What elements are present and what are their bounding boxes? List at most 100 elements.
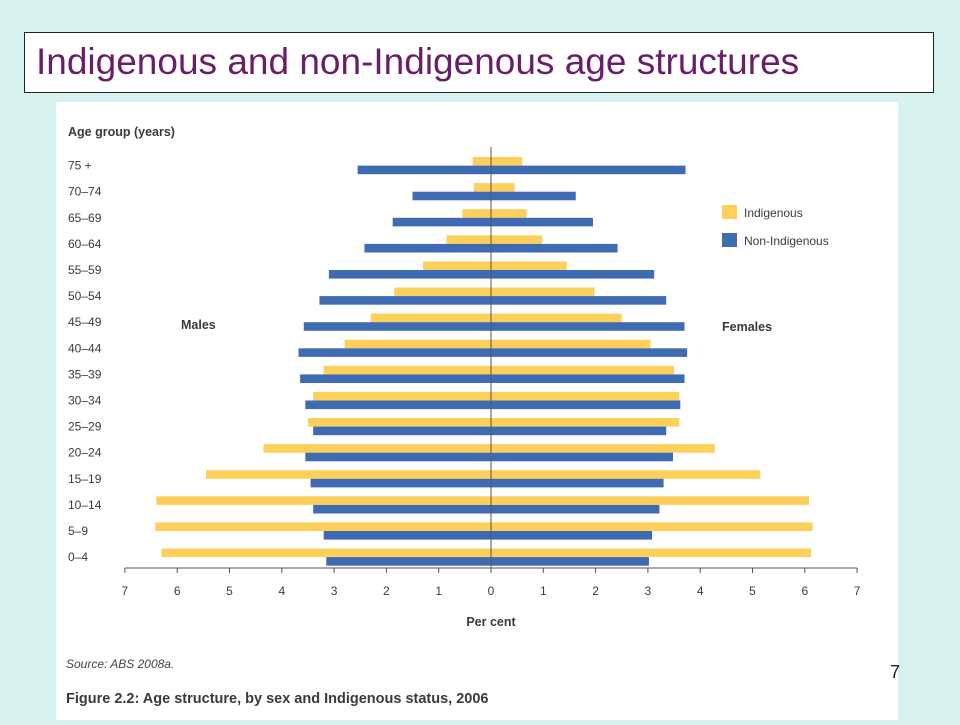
x-tick-label: 7 bbox=[854, 584, 861, 598]
bar-non-indigenous-female-2 bbox=[491, 217, 593, 227]
bar-non-indigenous-female-12 bbox=[491, 478, 664, 488]
bar-indigenous-female-13 bbox=[491, 496, 809, 505]
population-pyramid-chart: 7 6 5 4 3 2 1 0 1 2 3 4 5 6 7 75 + 70–74 65–69 60–64 55–59… bbox=[66, 125, 861, 707]
bar-indigenous-male-13 bbox=[156, 496, 491, 505]
age-group-label: 0–4 bbox=[68, 550, 88, 564]
bar-non-indigenous-female-5 bbox=[491, 296, 667, 305]
bar-indigenous-female-9 bbox=[491, 391, 680, 401]
bar-indigenous-female-14 bbox=[491, 522, 813, 531]
bar-non-indigenous-male-1 bbox=[412, 191, 491, 201]
age-group-label: 70–74 bbox=[68, 185, 102, 199]
bar-non-indigenous-male-12 bbox=[310, 478, 491, 488]
bar-non-indigenous-male-6 bbox=[303, 322, 491, 331]
bar-indigenous-female-10 bbox=[491, 418, 680, 427]
bar-non-indigenous-male-15 bbox=[326, 557, 491, 566]
bar-non-indigenous-male-11 bbox=[305, 452, 491, 462]
bar-non-indigenous-female-10 bbox=[491, 426, 667, 436]
bar-indigenous-male-12 bbox=[205, 470, 491, 479]
x-tick-label: 3 bbox=[645, 584, 652, 598]
bar-non-indigenous-female-3 bbox=[491, 243, 618, 253]
x-tick-label: 2 bbox=[592, 584, 599, 598]
age-group-label: 30–34 bbox=[68, 394, 102, 408]
bar-non-indigenous-female-14 bbox=[491, 531, 653, 540]
bar-indigenous-male-0 bbox=[472, 157, 491, 166]
x-tick-label: 1 bbox=[435, 584, 442, 598]
x-axis-title: Per cent bbox=[466, 615, 516, 629]
age-group-label: 35–39 bbox=[68, 367, 102, 381]
bar-indigenous-female-11 bbox=[491, 444, 715, 453]
bar-indigenous-male-2 bbox=[462, 209, 491, 218]
age-group-label: 25–29 bbox=[68, 420, 102, 434]
figure-caption: Figure 2.2: Age structure, by sex and In… bbox=[66, 691, 489, 707]
legend: Indigenous Non-Indigenous bbox=[722, 205, 829, 248]
bar-indigenous-female-15 bbox=[491, 548, 812, 558]
bar-non-indigenous-male-10 bbox=[313, 426, 491, 436]
age-group-label: 55–59 bbox=[68, 263, 102, 277]
bar-non-indigenous-male-14 bbox=[323, 531, 491, 540]
age-group-label: 5–9 bbox=[68, 524, 88, 538]
bar-non-indigenous-male-7 bbox=[298, 348, 491, 357]
age-group-label: 45–49 bbox=[68, 315, 102, 329]
bar-non-indigenous-female-8 bbox=[491, 374, 685, 383]
bar-non-indigenous-female-7 bbox=[491, 348, 688, 357]
legend-swatch-indigenous bbox=[722, 205, 737, 219]
slide-number: 7 bbox=[890, 662, 901, 682]
bar-indigenous-female-1 bbox=[491, 183, 515, 192]
bar-non-indigenous-male-13 bbox=[313, 504, 491, 514]
age-group-label: 15–19 bbox=[68, 472, 102, 486]
x-tick-label: 0 bbox=[488, 584, 495, 598]
x-tick-label: 2 bbox=[383, 584, 390, 598]
bar-non-indigenous-female-4 bbox=[491, 270, 655, 279]
bar-non-indigenous-male-2 bbox=[392, 217, 491, 227]
bar-non-indigenous-male-9 bbox=[305, 400, 491, 410]
x-tick-label: 3 bbox=[331, 584, 338, 598]
age-group-label: 50–54 bbox=[68, 289, 102, 303]
bar-non-indigenous-female-1 bbox=[491, 191, 576, 201]
age-group-label: 20–24 bbox=[68, 446, 102, 460]
age-group-label: 40–44 bbox=[68, 341, 102, 355]
slide-title-box: Indigenous and non-Indigenous age struct… bbox=[24, 32, 934, 93]
age-group-label: 75 + bbox=[68, 159, 92, 173]
bar-non-indigenous-female-6 bbox=[491, 322, 685, 331]
bar-indigenous-female-2 bbox=[491, 209, 527, 218]
x-tick-label: 4 bbox=[278, 584, 285, 598]
x-tick-label: 6 bbox=[174, 584, 181, 598]
slide-title: Indigenous and non-Indigenous age struct… bbox=[36, 41, 800, 82]
bar-indigenous-female-4 bbox=[491, 261, 567, 270]
bar-non-indigenous-female-9 bbox=[491, 400, 681, 410]
age-group-label: 60–64 bbox=[68, 237, 102, 251]
bar-indigenous-female-7 bbox=[491, 339, 651, 349]
x-tick-label: 7 bbox=[122, 584, 129, 598]
side-label-males: Males bbox=[181, 318, 216, 332]
side-label-females: Females bbox=[722, 320, 772, 334]
bar-indigenous-female-12 bbox=[491, 470, 761, 479]
bar-non-indigenous-female-13 bbox=[491, 504, 660, 514]
figure-source: Source: ABS 2008a. bbox=[66, 657, 174, 671]
bar-indigenous-male-3 bbox=[446, 235, 491, 244]
bar-indigenous-male-7 bbox=[344, 339, 491, 349]
bar-non-indigenous-female-0 bbox=[491, 165, 686, 175]
x-tick-label: 5 bbox=[226, 584, 233, 598]
bar-indigenous-female-6 bbox=[491, 313, 622, 323]
x-tick-label: 4 bbox=[697, 584, 704, 598]
bar-indigenous-female-5 bbox=[491, 287, 595, 297]
legend-swatch-non-indigenous bbox=[722, 233, 737, 247]
bar-indigenous-male-11 bbox=[263, 444, 491, 453]
bar-indigenous-female-0 bbox=[491, 157, 523, 166]
bar-non-indigenous-male-4 bbox=[328, 270, 491, 279]
x-tick-label: 1 bbox=[540, 584, 547, 598]
bar-indigenous-female-3 bbox=[491, 235, 543, 244]
bar-non-indigenous-male-0 bbox=[357, 165, 491, 175]
bar-indigenous-male-5 bbox=[394, 287, 491, 297]
x-tick-label: 6 bbox=[801, 584, 808, 598]
x-tick-label: 5 bbox=[749, 584, 756, 598]
bar-non-indigenous-female-11 bbox=[491, 452, 674, 462]
bar-indigenous-male-15 bbox=[161, 548, 491, 558]
bar-indigenous-male-8 bbox=[323, 365, 491, 375]
bar-indigenous-male-9 bbox=[313, 391, 491, 401]
figure-panel: 7 6 5 4 3 2 1 0 1 2 3 4 5 6 7 75 + 70–74 65–69 60–64 55–59… bbox=[56, 102, 898, 720]
bar-indigenous-male-1 bbox=[473, 183, 491, 192]
bar-indigenous-male-6 bbox=[370, 313, 491, 323]
bar-non-indigenous-male-3 bbox=[364, 243, 491, 253]
bar-indigenous-male-14 bbox=[155, 522, 491, 531]
